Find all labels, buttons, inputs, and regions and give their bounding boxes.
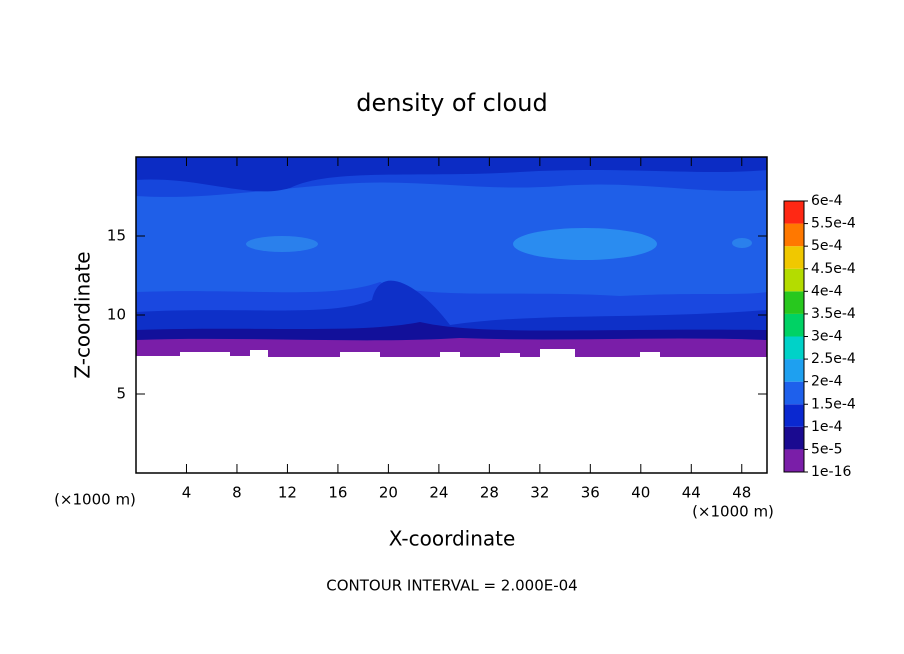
colorbar-label: 3.5e-4 [811, 306, 856, 322]
colorbar-label: 6e-4 [811, 193, 843, 209]
colorbar-label: 1.5e-4 [811, 396, 856, 412]
y-tick-label: 15 [107, 227, 126, 245]
contour-fill [732, 238, 752, 248]
contour-fill [136, 157, 767, 192]
colorbar-swatch [784, 313, 804, 337]
colorbar-label: 5e-5 [811, 441, 842, 457]
contour-fill [246, 236, 318, 252]
colorbar-label: 3e-4 [811, 329, 843, 345]
colorbar-label: 4.5e-4 [811, 261, 856, 277]
x-tick-label: 20 [379, 484, 398, 502]
x-tick-label: 12 [278, 484, 297, 502]
x-tick-label: 24 [429, 484, 448, 502]
colorbar-label: 2e-4 [811, 374, 843, 390]
no-data-region [136, 349, 767, 473]
chart-title: density of cloud [356, 89, 547, 117]
colorbar-label: 1e-4 [811, 419, 843, 435]
colorbar-label: 4e-4 [811, 283, 843, 299]
colorbar-swatch [784, 381, 804, 405]
colorbar-swatch [784, 201, 804, 224]
x-tick-label: 36 [581, 484, 600, 502]
colorbar-swatch [784, 336, 804, 360]
colorbar-label: 1e-16 [811, 464, 851, 480]
colorbar-swatch [784, 426, 804, 450]
y-axis-label: Z-coordinate [71, 251, 95, 378]
contour-field [136, 157, 767, 473]
colorbar-label: 5e-4 [811, 238, 843, 254]
x-axis-label: X-coordinate [389, 527, 516, 551]
contour-fill [513, 228, 657, 260]
x-tick-label: 8 [232, 484, 242, 502]
x-tick-label: 48 [732, 484, 751, 502]
colorbar-swatch [784, 291, 804, 314]
footer-note: CONTOUR INTERVAL = 2.000E-04 [326, 577, 577, 595]
contour-fill [136, 338, 767, 359]
colorbar-label: 5.5e-4 [811, 216, 856, 232]
x-tick-label: 44 [682, 484, 701, 502]
colorbar-swatch [784, 223, 804, 247]
y-tick-label: 5 [116, 385, 126, 403]
x-tick-label: 32 [530, 484, 549, 502]
x-unit-label: (×1000 m) [692, 503, 774, 521]
colorbar-swatch [784, 268, 804, 292]
colorbar-swatch [784, 246, 804, 269]
colorbar-swatch [784, 449, 804, 472]
colorbar-label: 2.5e-4 [811, 351, 856, 367]
x-tick-label: 4 [182, 484, 192, 502]
colorbar-swatch [784, 404, 804, 427]
x-unit-label: (×1000 m) [54, 491, 136, 509]
x-tick-label: 28 [480, 484, 499, 502]
y-tick-label: 10 [107, 306, 126, 324]
x-tick-label: 40 [631, 484, 650, 502]
x-tick-label: 16 [328, 484, 347, 502]
colorbar-swatch [784, 359, 804, 382]
